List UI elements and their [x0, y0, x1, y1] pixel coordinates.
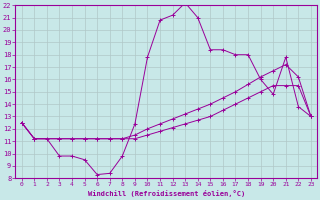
X-axis label: Windchill (Refroidissement éolien,°C): Windchill (Refroidissement éolien,°C) [88, 190, 245, 197]
